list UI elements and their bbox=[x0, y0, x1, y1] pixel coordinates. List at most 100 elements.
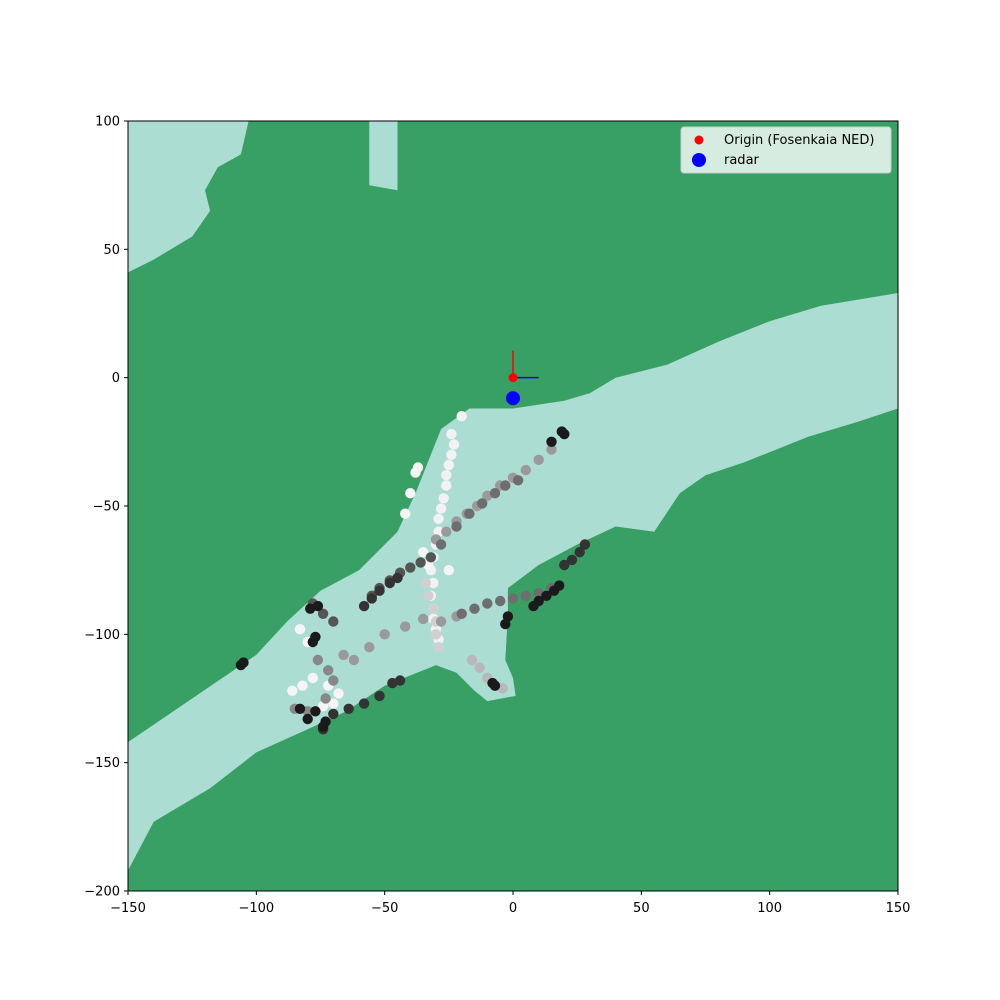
legend-radar-marker bbox=[692, 153, 706, 167]
track-point bbox=[425, 552, 437, 563]
track-point bbox=[546, 444, 557, 455]
track-point bbox=[566, 554, 578, 566]
track-point bbox=[374, 585, 385, 596]
y-tick-label: −200 bbox=[84, 885, 120, 900]
track-point bbox=[415, 557, 426, 568]
track-point bbox=[456, 411, 467, 422]
track-point bbox=[533, 595, 544, 607]
series-layer bbox=[506, 373, 520, 406]
track-point bbox=[466, 654, 478, 666]
track-point bbox=[323, 665, 334, 676]
track-point bbox=[366, 593, 377, 604]
track-point bbox=[554, 580, 565, 591]
track-point bbox=[410, 467, 421, 478]
y-tick-label: −50 bbox=[93, 500, 120, 515]
track-point bbox=[546, 436, 557, 447]
track-point bbox=[559, 559, 570, 571]
track-point bbox=[394, 675, 406, 686]
track-point bbox=[489, 488, 501, 499]
track-point bbox=[343, 703, 354, 714]
track-point bbox=[238, 657, 249, 668]
legend-radar-label: radar bbox=[724, 153, 760, 168]
track-point bbox=[520, 464, 531, 476]
y-tick-label: 50 bbox=[103, 243, 120, 258]
x-tick-label: 100 bbox=[757, 901, 782, 916]
track-point bbox=[328, 698, 339, 709]
track-point bbox=[435, 539, 447, 550]
track-point bbox=[405, 562, 416, 573]
x-tick-label: 50 bbox=[633, 901, 650, 916]
track-point bbox=[500, 480, 511, 491]
track-point bbox=[441, 526, 452, 537]
track-point bbox=[320, 693, 331, 704]
x-axis: −150 −100 −50 0 50 100 150 bbox=[110, 891, 910, 916]
origin-marker bbox=[508, 373, 518, 383]
track-point bbox=[333, 688, 344, 699]
track-point bbox=[392, 572, 403, 584]
track-point bbox=[469, 603, 480, 614]
track-point bbox=[489, 680, 501, 691]
x-tick-label: −50 bbox=[371, 901, 398, 916]
track-point bbox=[446, 428, 457, 440]
track-point bbox=[446, 449, 457, 460]
track-point bbox=[400, 621, 411, 632]
y-tick-label: 100 bbox=[95, 115, 120, 130]
track-point bbox=[448, 439, 460, 450]
track-point bbox=[400, 508, 411, 519]
track-point bbox=[451, 521, 462, 532]
track-point bbox=[520, 590, 531, 601]
y-tick-label: −150 bbox=[84, 756, 120, 771]
y-tick-label: 0 bbox=[112, 371, 120, 386]
x-tick-label: −150 bbox=[110, 901, 146, 916]
track-point bbox=[364, 642, 375, 653]
track-point bbox=[495, 595, 506, 607]
radar-marker bbox=[506, 391, 520, 406]
track-point bbox=[328, 708, 339, 720]
track-point bbox=[287, 685, 298, 696]
track-point bbox=[433, 642, 444, 653]
legend-origin-label: Origin (Fosenkaia NED) bbox=[724, 133, 874, 148]
track-point bbox=[559, 428, 570, 440]
track-point bbox=[420, 577, 431, 589]
track-point bbox=[423, 590, 434, 601]
water-region bbox=[128, 121, 249, 273]
track-point bbox=[297, 680, 308, 691]
legend-box bbox=[680, 126, 892, 174]
track-point bbox=[500, 618, 511, 630]
water-region bbox=[128, 293, 898, 871]
track-point bbox=[358, 698, 370, 709]
track-point bbox=[464, 508, 475, 519]
track-point bbox=[443, 565, 454, 576]
track-point bbox=[574, 547, 585, 558]
track-point bbox=[441, 480, 452, 491]
track-point bbox=[512, 475, 524, 486]
track-point bbox=[533, 454, 544, 465]
x-tick-label: −100 bbox=[238, 901, 274, 916]
track-point bbox=[477, 498, 488, 509]
track-point bbox=[312, 654, 324, 666]
track-point bbox=[379, 629, 390, 640]
track-point bbox=[418, 613, 429, 625]
track-point bbox=[384, 577, 395, 589]
track-point bbox=[441, 470, 452, 481]
track-point bbox=[433, 513, 444, 524]
track-point bbox=[302, 713, 313, 725]
track-point bbox=[317, 721, 329, 732]
track-point bbox=[456, 608, 467, 619]
track-point bbox=[435, 503, 447, 514]
x-tick-label: 150 bbox=[886, 901, 911, 916]
water-layer bbox=[128, 121, 898, 871]
legend: Origin (Fosenkaia NED) radar bbox=[680, 126, 892, 174]
track-point bbox=[418, 547, 429, 558]
track-layer bbox=[235, 411, 591, 735]
track-point bbox=[541, 590, 552, 601]
legend-origin-marker bbox=[694, 135, 704, 145]
track-point bbox=[443, 459, 454, 471]
y-axis: 100 50 0 −50 −100 −150 −200 bbox=[84, 115, 128, 900]
plot-area bbox=[128, 121, 898, 891]
track-point bbox=[294, 703, 306, 714]
track-point bbox=[428, 577, 439, 589]
track-point bbox=[328, 616, 339, 627]
track-point bbox=[405, 488, 416, 499]
